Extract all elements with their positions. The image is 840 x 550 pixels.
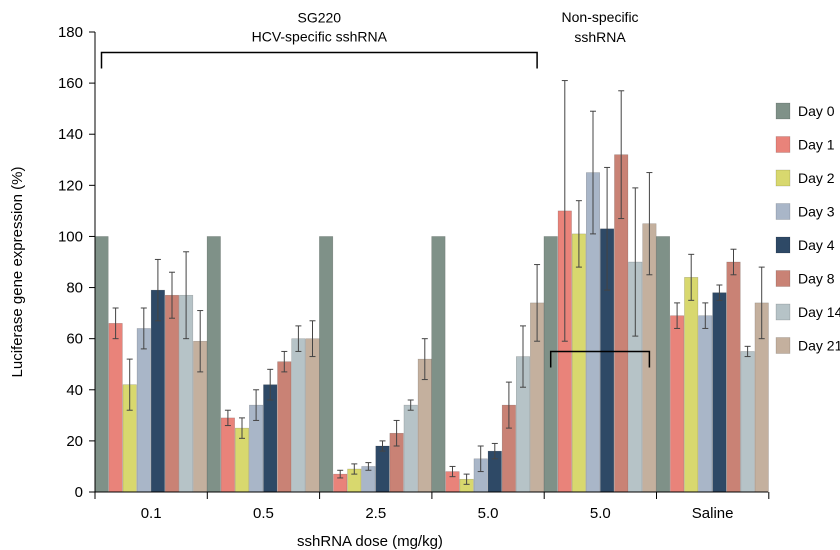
- bar: [206, 236, 221, 493]
- y-tick-label: 40: [66, 382, 83, 399]
- bar: [571, 233, 586, 493]
- legend: Day 0 Day 1 Day 2 Day 3 Day 4 Day 8 Day 14 Day …: [775, 102, 840, 354]
- bar: [431, 236, 446, 493]
- bar: [726, 261, 741, 493]
- annotation-bracket: [100, 51, 538, 69]
- y-tick-label: 120: [58, 177, 83, 194]
- legend-swatch: [775, 102, 791, 120]
- annotation-bracket: [549, 350, 651, 368]
- x-tick-label: Saline: [692, 505, 734, 522]
- y-tick-label: 100: [58, 228, 83, 245]
- bar: [698, 315, 713, 493]
- legend-label: Day 8: [798, 271, 835, 287]
- bar: [263, 384, 278, 493]
- bar: [108, 323, 123, 493]
- axis-layer: 0 20 40 60 80 100 120 140 160 180 0.1 0.5 2.5 5.0 5.0 S…: [58, 24, 770, 522]
- legend-swatch: [775, 303, 791, 321]
- legend-label: Day 4: [798, 237, 835, 253]
- bars-layer: [94, 80, 769, 493]
- bar: [403, 404, 418, 493]
- bar: [277, 361, 292, 493]
- y-tick-label: 160: [58, 75, 83, 92]
- x-tick-label: 5.0: [590, 505, 611, 522]
- annotation-layer: SG220 HCV-specific sshRNA Non-specific sshR…: [100, 9, 651, 368]
- y-tick-label: 80: [66, 280, 83, 297]
- legend-label: Day 2: [798, 170, 835, 186]
- y-axis-label: Luciferase gene expression (%): [9, 167, 26, 378]
- legend-swatch: [775, 236, 791, 254]
- bar: [740, 351, 755, 493]
- x-tick-label: 0.5: [253, 505, 274, 522]
- annotation-label: HCV-specific sshRNA: [252, 28, 388, 44]
- x-tick-label: 0.1: [141, 505, 162, 522]
- legend-label: Day 14: [798, 304, 840, 320]
- y-tick-label: 0: [75, 484, 83, 501]
- legend-swatch: [775, 136, 791, 153]
- annotation-label: Non-specific: [562, 9, 639, 25]
- legend-label: Day 1: [798, 137, 835, 153]
- bar: [305, 338, 320, 493]
- bar: [375, 445, 390, 493]
- legend-label: Day 0: [798, 103, 835, 119]
- bar: [656, 236, 670, 493]
- legend-swatch: [775, 337, 791, 354]
- y-tick-label: 140: [58, 126, 83, 143]
- bar: [136, 328, 151, 493]
- bar: [670, 315, 685, 493]
- x-tick-label: 2.5: [365, 505, 386, 522]
- bar: [712, 292, 727, 493]
- bar: [319, 236, 334, 493]
- bar: [94, 236, 109, 493]
- legend-swatch: [775, 169, 791, 187]
- y-tick-label: 20: [66, 433, 83, 450]
- legend-label: Day 3: [798, 204, 835, 220]
- annotation-label: SG220: [298, 9, 342, 25]
- y-tick-label: 180: [58, 24, 83, 41]
- y-tick-label: 60: [66, 331, 83, 348]
- bar: [684, 277, 699, 493]
- x-tick-label: 5.0: [478, 505, 499, 522]
- legend-label: Day 21: [798, 338, 840, 354]
- legend-swatch: [775, 203, 791, 220]
- bar: [291, 338, 306, 493]
- legend-swatch: [775, 270, 791, 287]
- x-axis-label: sshRNA dose (mg/kg): [297, 533, 443, 550]
- bar: [165, 294, 179, 493]
- annotation-label: sshRNA: [574, 29, 626, 45]
- bar: [220, 417, 235, 493]
